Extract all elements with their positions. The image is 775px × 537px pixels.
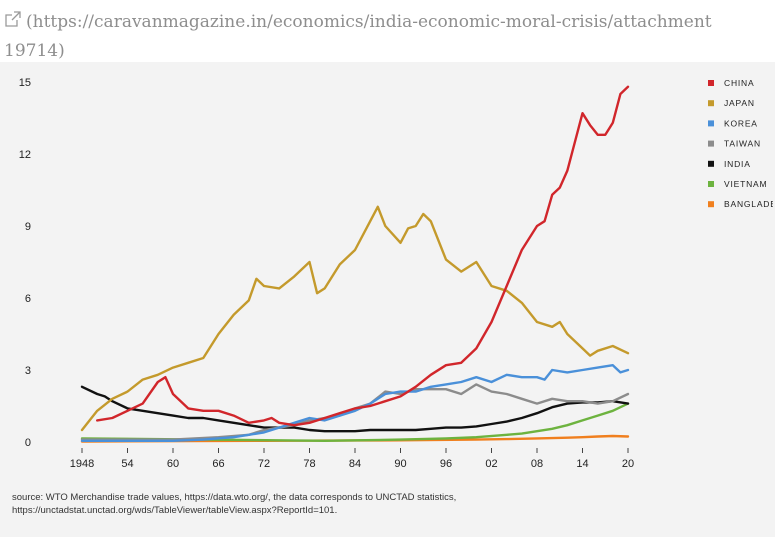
image-caption: (https://caravanmagazine.in/economics/in… (4, 8, 775, 65)
x-tick-label: 54 (121, 458, 133, 470)
source-line-1: source: WTO Merchandise trade values, ht… (12, 492, 457, 503)
x-tick-label: 20 (622, 458, 634, 470)
x-tick-label: 72 (258, 458, 270, 470)
caption-link-text-continued[interactable]: 19714) (4, 40, 65, 61)
series-line-vietnam (80, 402, 630, 442)
legend-label: JAPAN (724, 98, 755, 108)
legend-label: INDIA (724, 159, 751, 169)
x-axis: 1948 54 60 66 72 78 84 90 96 02 08 14 20 (70, 448, 634, 470)
legend-label: VIETNAM (724, 179, 767, 189)
y-tick-label: 0 (25, 437, 31, 449)
source-note: source: WTO Merchandise trade values, ht… (12, 491, 712, 517)
y-tick-label: 9 (25, 221, 31, 233)
legend-label: CHINA (724, 78, 754, 88)
line-chart: 0 3 6 9 12 15 1948 54 60 66 72 78 84 90 96 02 08 14 20 CH… (19, 77, 775, 470)
legend-swatch (708, 120, 714, 127)
y-tick-label: 6 (25, 293, 31, 305)
legend-label: BANGLADESH (724, 199, 775, 209)
y-tick-label: 15 (19, 77, 31, 89)
legend-swatch (708, 201, 714, 208)
y-axis: 0 3 6 9 12 15 (19, 77, 31, 449)
x-tick-label: 02 (485, 458, 497, 470)
x-tick-label: 14 (576, 458, 588, 470)
legend-label: KOREA (724, 118, 758, 128)
y-tick-label: 12 (19, 149, 31, 161)
x-tick-label: 90 (394, 458, 406, 470)
x-tick-label: 66 (212, 458, 224, 470)
x-tick-label: 1948 (70, 458, 94, 470)
x-tick-label: 60 (167, 458, 179, 470)
x-tick-label: 78 (303, 458, 315, 470)
legend-label: TAIWAN (724, 139, 761, 149)
legend-swatch (708, 80, 714, 86)
legend-swatch (708, 160, 714, 167)
x-tick-label: 08 (531, 458, 543, 470)
legend-swatch (708, 140, 714, 147)
source-line-2: https://unctadstat.unctad.org/wds/TableV… (12, 505, 338, 516)
series-lines (80, 85, 630, 443)
series-line-japan (80, 205, 630, 432)
chart-figure: 0 3 6 9 12 15 1948 54 60 66 72 78 84 90 96 02 08 14 20 CH… (0, 62, 775, 537)
x-tick-label: 96 (440, 458, 452, 470)
y-tick-label: 3 (25, 365, 31, 377)
legend-swatch (708, 181, 714, 187)
series-line-india (80, 385, 630, 433)
series-line-korea (80, 364, 630, 442)
series-line-china (95, 85, 630, 427)
legend-swatch (708, 100, 714, 107)
caption-link-text[interactable]: (https://caravanmagazine.in/economics/in… (26, 12, 712, 32)
external-link-icon[interactable] (4, 9, 26, 37)
x-tick-label: 84 (349, 458, 361, 470)
legend: CHINA JAPAN KOREA TAIWAN INDIA VIETNAM BANGLAD… (708, 78, 775, 209)
